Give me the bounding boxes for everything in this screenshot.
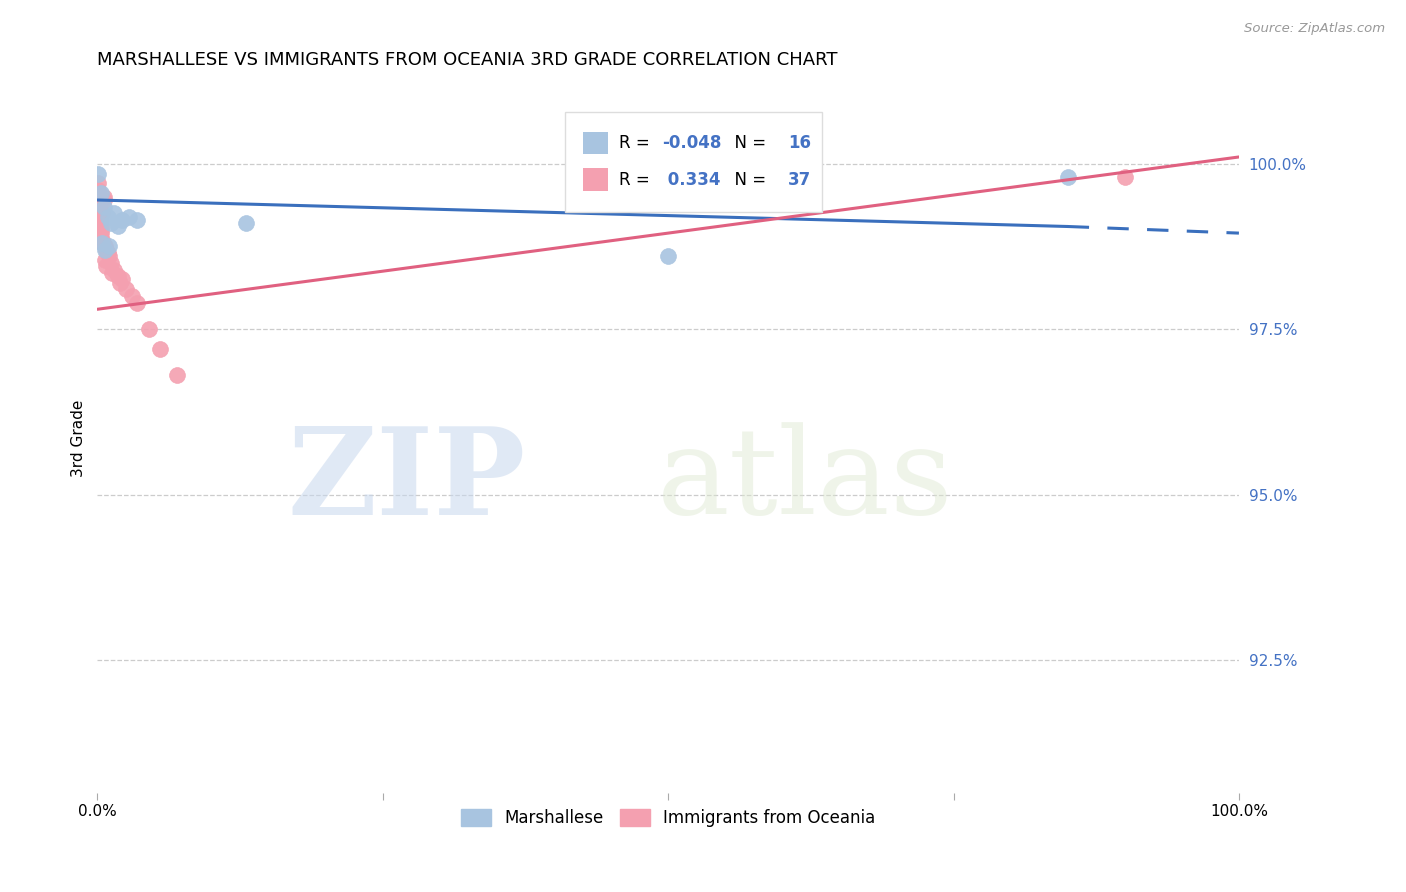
Text: N =: N = bbox=[724, 170, 772, 189]
Point bbox=[89, 210, 111, 224]
Point bbox=[90, 186, 112, 201]
Point bbox=[90, 223, 112, 237]
Point bbox=[93, 190, 115, 204]
FancyBboxPatch shape bbox=[565, 112, 823, 211]
Point bbox=[87, 200, 110, 214]
Point bbox=[1114, 169, 1136, 184]
Point bbox=[1056, 169, 1078, 184]
Point bbox=[103, 206, 125, 220]
Text: R =: R = bbox=[619, 134, 655, 152]
Text: MARSHALLESE VS IMMIGRANTS FROM OCEANIA 3RD GRADE CORRELATION CHART: MARSHALLESE VS IMMIGRANTS FROM OCEANIA 3… bbox=[97, 51, 838, 69]
Point bbox=[87, 167, 110, 181]
Point bbox=[87, 177, 110, 191]
Point bbox=[94, 239, 117, 253]
Point bbox=[94, 252, 117, 267]
Point bbox=[107, 269, 129, 284]
Point bbox=[657, 249, 679, 263]
Text: Source: ZipAtlas.com: Source: ZipAtlas.com bbox=[1244, 22, 1385, 36]
Text: 0.334: 0.334 bbox=[662, 170, 721, 189]
Point bbox=[89, 216, 111, 230]
Point bbox=[107, 219, 129, 234]
Point bbox=[90, 226, 112, 240]
Point bbox=[714, 167, 737, 181]
Point bbox=[90, 233, 112, 247]
Point bbox=[91, 206, 114, 220]
Point bbox=[87, 190, 110, 204]
Point bbox=[97, 210, 120, 224]
Point bbox=[87, 183, 110, 197]
Point bbox=[93, 193, 115, 207]
Point bbox=[127, 212, 149, 227]
Text: 37: 37 bbox=[787, 170, 811, 189]
Text: -0.048: -0.048 bbox=[662, 134, 721, 152]
Point bbox=[111, 212, 134, 227]
Text: 16: 16 bbox=[787, 134, 811, 152]
Point bbox=[89, 212, 111, 227]
Point bbox=[97, 239, 120, 253]
Point bbox=[93, 200, 115, 214]
FancyBboxPatch shape bbox=[582, 132, 607, 154]
Point bbox=[89, 202, 111, 217]
Point bbox=[100, 256, 122, 270]
Point bbox=[149, 342, 172, 356]
Legend: Marshallese, Immigrants from Oceania: Marshallese, Immigrants from Oceania bbox=[454, 803, 882, 834]
Point bbox=[115, 282, 138, 296]
Point bbox=[108, 276, 131, 290]
Text: N =: N = bbox=[724, 134, 772, 152]
Point bbox=[97, 246, 120, 260]
Text: R =: R = bbox=[619, 170, 655, 189]
Text: atlas: atlas bbox=[657, 423, 953, 540]
Point bbox=[96, 243, 118, 257]
Text: ZIP: ZIP bbox=[287, 422, 526, 540]
Point bbox=[235, 216, 257, 230]
Point bbox=[94, 259, 117, 273]
Point bbox=[111, 272, 134, 286]
Point bbox=[101, 266, 124, 280]
Point bbox=[100, 216, 122, 230]
Point bbox=[166, 368, 188, 383]
Point bbox=[121, 289, 143, 303]
Y-axis label: 3rd Grade: 3rd Grade bbox=[72, 400, 86, 477]
Point bbox=[97, 249, 120, 263]
Point bbox=[87, 196, 110, 211]
Point bbox=[90, 235, 112, 250]
Point bbox=[127, 295, 149, 310]
Point bbox=[91, 235, 114, 250]
Point bbox=[94, 243, 117, 257]
Point bbox=[118, 210, 141, 224]
Point bbox=[103, 262, 125, 277]
Point bbox=[138, 322, 160, 336]
FancyBboxPatch shape bbox=[582, 169, 607, 191]
Point bbox=[90, 219, 112, 234]
